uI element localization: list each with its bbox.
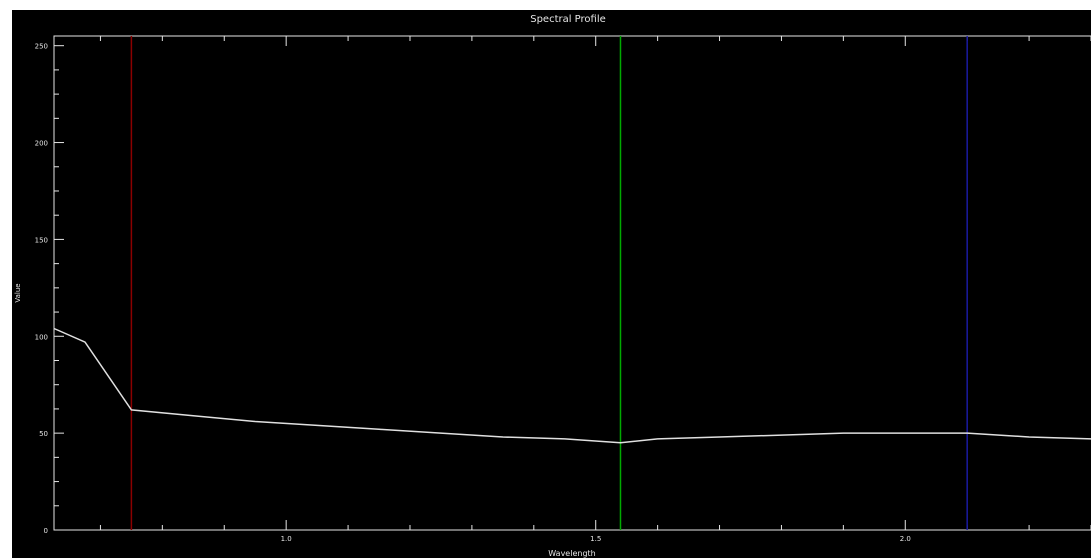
y-tick-label: 100: [35, 333, 48, 341]
chart-title: Spectral Profile: [530, 14, 606, 25]
x-tick-label: 2.0: [900, 535, 911, 543]
x-axis-label: Wavelength: [548, 549, 595, 558]
x-tick-label: 1.0: [281, 535, 292, 543]
y-tick-label: 0: [44, 527, 48, 535]
x-tick-label: 1.5: [590, 535, 601, 543]
spectral-profile-chart: Spectral Profile Wavelength Value 0 50 100…: [14, 14, 1091, 558]
y-axis-label: Value: [14, 283, 22, 302]
y-tick-label: 250: [35, 43, 48, 51]
y-tick-label: 150: [35, 236, 48, 244]
spectrum-line: [53, 327, 1091, 444]
plot-window: Spectral Profile Wavelength Value 0 50 100…: [12, 10, 1091, 558]
plot-frame: [53, 35, 1091, 531]
y-tick-label: 50: [39, 430, 48, 438]
y-tick-label: 200: [35, 140, 48, 148]
